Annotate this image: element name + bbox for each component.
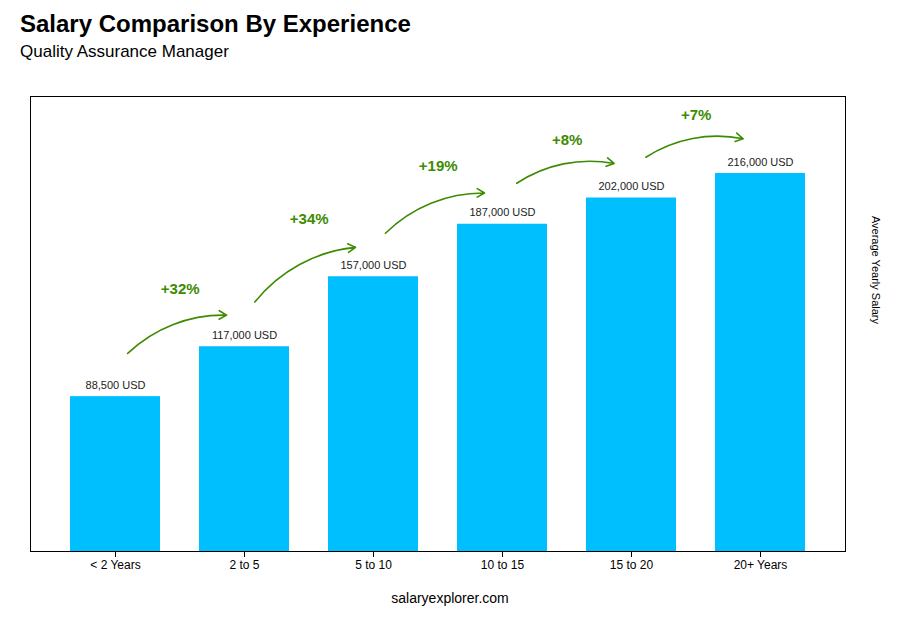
svg-text:15 to 20: 15 to 20 [610,558,654,572]
svg-text:202,000 USD: 202,000 USD [598,180,664,192]
svg-text:187,000 USD: 187,000 USD [469,206,535,218]
svg-text:20+ Years: 20+ Years [734,558,788,572]
svg-text:< 2 Years: < 2 Years [90,558,140,572]
svg-text:88,500 USD: 88,500 USD [86,379,146,391]
html-text:Quality Assurance Manager: Quality Assurance Manager [20,42,229,61]
svg-text:+8%: +8% [552,131,582,148]
svg-text:+19%: +19% [419,157,458,174]
svg-text:+34%: +34% [290,210,329,227]
svg-text:+7%: +7% [681,106,711,123]
svg-text:Average Yearly Salary: Average Yearly Salary [870,216,882,325]
svg-text:5 to 10: 5 to 10 [355,558,392,572]
svg-text:10 to 15: 10 to 15 [481,558,525,572]
svg-text:+32%: +32% [161,280,200,297]
svg-text:216,000 USD: 216,000 USD [727,156,793,168]
html-text:Salary Comparison By Experienc: Salary Comparison By Experience [20,10,411,37]
html-text:salaryexplorer.com: salaryexplorer.com [391,590,509,606]
svg-text:157,000 USD: 157,000 USD [340,259,406,271]
svg-text:117,000 USD: 117,000 USD [212,329,277,341]
svg-text:2 to 5: 2 to 5 [229,558,259,572]
